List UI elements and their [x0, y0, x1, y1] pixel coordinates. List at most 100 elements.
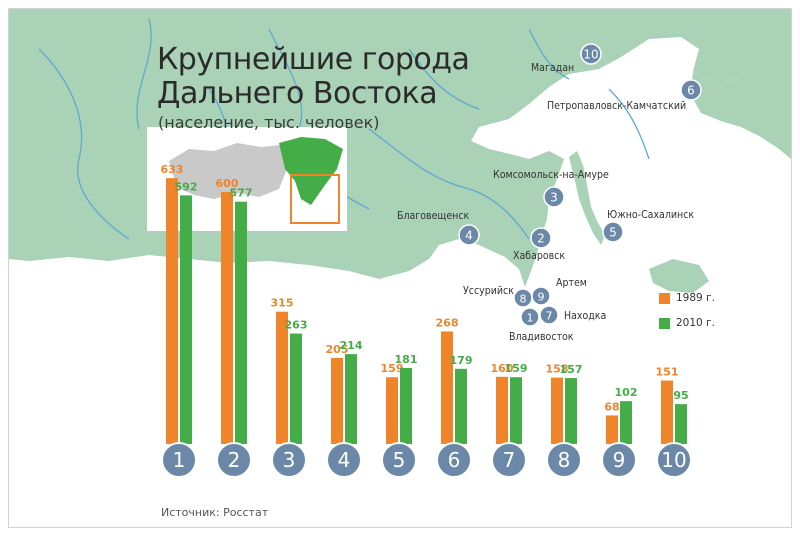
bar-10-1989	[661, 380, 673, 444]
city-label-blagoveshchensk: Благовещенск	[397, 210, 470, 222]
category-label-10: 10	[661, 448, 686, 472]
hokkaido-land	[649, 259, 709, 293]
data-label-5-2010: 181	[395, 353, 418, 366]
category-label-3: 3	[283, 448, 296, 472]
infographic-frame: 10 6 3 4 2 5 8 9 1 7 633 592	[8, 8, 792, 528]
legend-item-2010: 2010 г.	[659, 317, 715, 329]
source-note: Источник: Росстат	[161, 506, 269, 519]
marker-7	[539, 305, 559, 325]
marker-3-label: 3	[550, 191, 558, 205]
data-label-8-1989: 158	[546, 363, 569, 376]
marker-9-label: 9	[538, 291, 545, 304]
category-label-8: 8	[558, 448, 571, 472]
category-badge-3	[271, 442, 307, 478]
bar-1-2010	[180, 195, 192, 444]
marker-7-label: 7	[546, 310, 553, 323]
city-label-petropavlovsk: Петропавловск-Камчатский	[547, 100, 687, 112]
bar-4-1989	[331, 357, 343, 444]
marker-5-label: 5	[609, 226, 617, 240]
category-label-4: 4	[338, 448, 351, 472]
category-label-1: 1	[173, 448, 186, 472]
legend-swatch-1989	[659, 292, 670, 304]
city-label-ussuriysk: Уссурийск	[463, 285, 514, 297]
category-badge-1	[161, 442, 197, 478]
bar-6-1989	[441, 331, 453, 444]
river	[608, 88, 650, 160]
category-badge-9	[601, 442, 637, 478]
marker-6	[680, 79, 702, 101]
marker-5	[602, 221, 624, 243]
marker-10-label: 10	[583, 48, 598, 62]
category-badge-5	[381, 442, 417, 478]
marker-2	[530, 227, 552, 249]
legend-label-2010: 2010 г.	[676, 317, 715, 329]
bar-9-1989	[606, 415, 618, 444]
subtitle: (население, тыс. человек)	[158, 113, 380, 132]
title-line-2: Дальнего Востока	[157, 76, 438, 111]
bar-3-2010	[290, 333, 302, 444]
marker-1	[520, 307, 540, 327]
data-label-8-2010: 157	[560, 363, 583, 376]
bar-5-1989	[386, 377, 398, 444]
category-badge-2	[216, 442, 252, 478]
kamchatka-land	[691, 49, 791, 159]
data-label-2-2010: 577	[230, 187, 253, 200]
inset-russia-gray	[169, 143, 287, 199]
category-badge-8	[546, 442, 582, 478]
data-label-4-1989: 205	[326, 343, 349, 356]
bar-4-2010	[345, 354, 357, 444]
data-label-10-2010: 95	[673, 389, 688, 402]
legend-item-1989: 1989 г.	[659, 292, 715, 304]
data-label-10-1989: 151	[656, 366, 679, 379]
city-label-yuzhno-sakhalinsk: Южно-Сахалинск	[607, 209, 695, 221]
marker-2-label: 2	[537, 232, 545, 246]
marker-10	[580, 43, 602, 65]
bar-8-1989	[551, 377, 563, 444]
data-label-2-1989: 600	[216, 177, 239, 190]
marker-9	[531, 286, 551, 306]
category-badge-10	[656, 442, 692, 478]
city-label-khabarovsk: Хабаровск	[513, 250, 566, 262]
bar-3-1989	[276, 311, 288, 444]
marker-6-label: 6	[687, 84, 695, 98]
category-badge-4	[326, 442, 362, 478]
sakhalin-land	[569, 151, 605, 245]
river	[38, 48, 130, 240]
river	[528, 28, 570, 80]
inset-far-east-green	[279, 137, 343, 205]
category-label-2: 2	[228, 448, 241, 472]
data-label-6-1989: 268	[436, 316, 459, 329]
data-label-1-2010: 592	[175, 180, 198, 193]
bar-5-2010	[400, 367, 412, 444]
city-label-vladivostok: Владивосток	[509, 331, 574, 343]
bar-9-2010	[620, 401, 632, 444]
marker-4	[458, 224, 480, 246]
bar-chart: 6335921600577231526332052144159181526817…	[161, 163, 692, 478]
category-label-6: 6	[448, 448, 461, 472]
category-badge-7	[491, 442, 527, 478]
legend-swatch-2010	[659, 317, 670, 329]
city-label-komsomolsk: Комсомольск-на-Амуре	[493, 169, 609, 181]
river	[136, 18, 152, 130]
bar-10-2010	[675, 404, 687, 444]
data-label-6-2010: 179	[450, 354, 473, 367]
bar-7-2010	[510, 377, 522, 444]
data-label-7-1989: 160	[491, 362, 514, 375]
category-label-7: 7	[503, 448, 516, 472]
bar-6-2010	[455, 368, 467, 444]
river	[368, 128, 530, 240]
city-label-magadan: Магадан	[531, 62, 575, 74]
city-label-nakhodka: Находка	[564, 310, 607, 322]
data-label-9-2010: 102	[615, 386, 638, 399]
data-label-3-1989: 315	[271, 297, 294, 310]
category-badge-6	[436, 442, 472, 478]
city-markers: 10 6 3 4 2 5 8 9 1 7	[458, 43, 702, 327]
category-label-9: 9	[613, 448, 626, 472]
title-line-1: Крупнейшие города	[157, 42, 470, 77]
bar-2-2010	[235, 201, 247, 444]
data-label-9-1989: 68	[604, 400, 619, 413]
data-label-4-2010: 214	[340, 339, 363, 352]
inset-highlight-box	[290, 174, 340, 224]
